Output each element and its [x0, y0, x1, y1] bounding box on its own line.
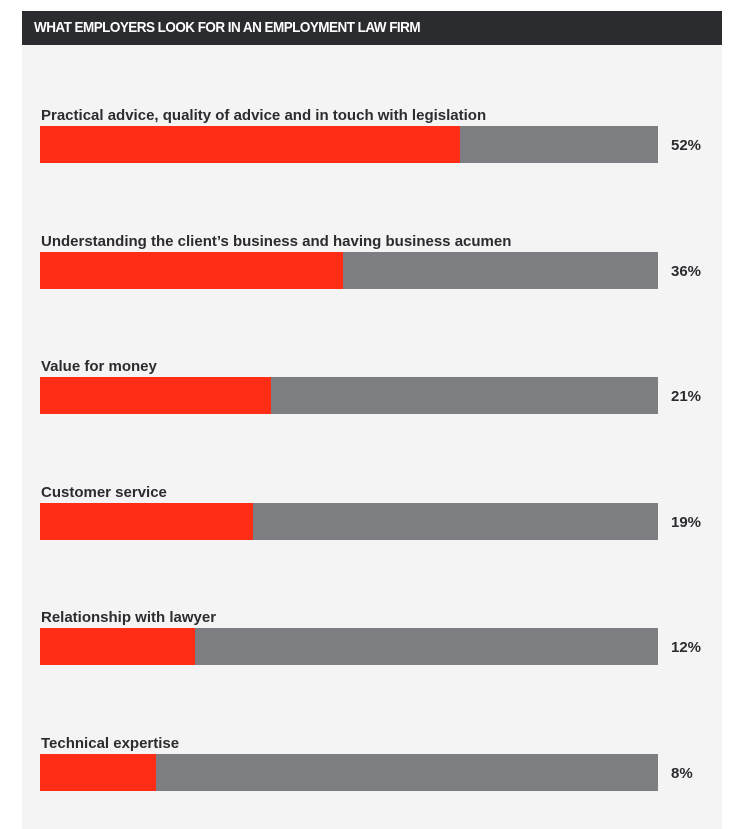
chart-header: WHAT EMPLOYERS LOOK FOR IN AN EMPLOYMENT… — [22, 11, 722, 45]
category-label: Practical advice, quality of advice and … — [41, 107, 487, 124]
value-label: 19% — [671, 513, 702, 531]
value-label: 8% — [671, 765, 693, 782]
category-label: Technical expertise — [41, 735, 180, 752]
value-label: 52% — [671, 137, 702, 154]
bar-track — [40, 251, 658, 289]
value-label: 21% — [671, 388, 702, 406]
bar-track — [40, 377, 658, 415]
bar-row: Technical expertise 8% — [40, 735, 720, 815]
bar-fill — [40, 628, 195, 666]
bar-row: Relationship with lawyer 12% — [40, 609, 720, 689]
bar-row: Understanding the client’s business and … — [40, 233, 720, 313]
value-label: 12% — [671, 639, 702, 657]
bar-fill — [40, 251, 343, 289]
value-label: 36% — [671, 262, 702, 280]
bar-row: Value for money 21% — [40, 358, 720, 438]
bar-row: Customer service 19% — [40, 484, 720, 564]
bar-track — [40, 628, 658, 666]
bar-fill — [40, 502, 254, 540]
bar-row: Practical advice, quality of advice and … — [40, 107, 720, 187]
category-label: Customer service — [41, 483, 167, 501]
bar-track — [40, 126, 658, 163]
bar-fill — [40, 126, 461, 163]
chart-title: WHAT EMPLOYERS LOOK FOR IN AN EMPLOYMENT… — [34, 19, 421, 36]
category-label: Understanding the client’s business and … — [41, 232, 512, 250]
bar-track — [40, 502, 658, 540]
bar-track — [40, 754, 658, 791]
chart-panel: WHAT EMPLOYERS LOOK FOR IN AN EMPLOYMENT… — [22, 11, 722, 829]
category-label: Value for money — [41, 358, 157, 376]
bar-fill — [40, 754, 157, 791]
category-label: Relationship with lawyer — [41, 609, 217, 627]
bar-fill — [40, 377, 272, 415]
